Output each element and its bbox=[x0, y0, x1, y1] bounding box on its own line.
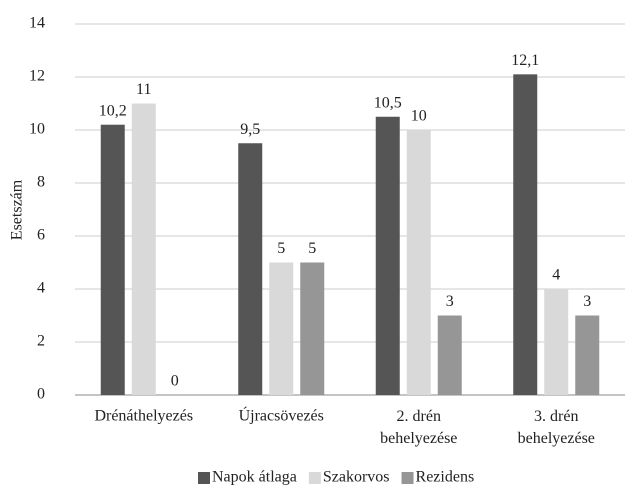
x-tick-label: 3. drén behelyezése bbox=[518, 408, 595, 447]
y-tick-label: 8 bbox=[37, 174, 45, 191]
value-label: 12,1 bbox=[511, 52, 539, 69]
legend-label: Napok átlaga bbox=[212, 469, 297, 486]
legend-label: Rezidens bbox=[416, 469, 475, 486]
y-tick-label: 2 bbox=[37, 333, 45, 350]
value-label: 3 bbox=[583, 293, 591, 310]
legend-swatch bbox=[308, 472, 321, 484]
value-label: 10,5 bbox=[374, 94, 402, 111]
bar bbox=[437, 315, 462, 395]
y-axis-label: Esetszám bbox=[9, 179, 26, 240]
bar bbox=[375, 116, 400, 395]
y-tick-label: 12 bbox=[29, 68, 45, 85]
x-tick-label: 2. drén behelyezése bbox=[380, 408, 457, 447]
value-label: 10,2 bbox=[99, 102, 127, 119]
value-label: 4 bbox=[552, 267, 560, 284]
value-label: 0 bbox=[171, 373, 179, 390]
bar bbox=[300, 262, 325, 395]
y-tick-label: 0 bbox=[37, 386, 45, 403]
bar bbox=[544, 289, 569, 395]
value-label: 5 bbox=[277, 240, 285, 257]
bar bbox=[238, 143, 263, 395]
bar bbox=[575, 315, 600, 395]
y-tick-label: 14 bbox=[29, 15, 45, 32]
x-tick-label: Újracsövezés bbox=[239, 406, 324, 425]
bar bbox=[269, 262, 294, 395]
value-label: 11 bbox=[136, 81, 151, 98]
y-tick-label: 6 bbox=[37, 227, 45, 244]
x-tick-label: Drénáthelyezés bbox=[94, 408, 193, 425]
y-tick-label: 4 bbox=[37, 280, 45, 297]
legend-label: Szakorvos bbox=[323, 469, 390, 486]
bar bbox=[513, 74, 538, 395]
legend-swatch bbox=[198, 472, 210, 484]
bar bbox=[100, 124, 125, 395]
legend-swatch bbox=[401, 472, 414, 484]
bar bbox=[406, 130, 431, 395]
value-label: 3 bbox=[446, 293, 454, 310]
value-label: 9,5 bbox=[240, 121, 260, 138]
y-tick-label: 10 bbox=[29, 121, 45, 138]
value-label: 10 bbox=[411, 108, 427, 125]
value-label: 5 bbox=[308, 240, 316, 257]
bar bbox=[131, 103, 156, 395]
